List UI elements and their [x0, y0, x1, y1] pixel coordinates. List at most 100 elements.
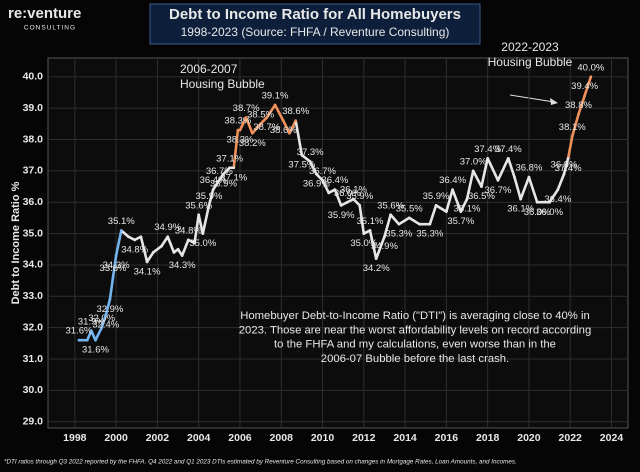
value-label: 35.3% [416, 229, 443, 240]
data-point [211, 188, 215, 192]
x-tick-label: 2002 [146, 432, 170, 444]
data-point [397, 222, 401, 226]
logo-tagline: CONSULTING [24, 25, 76, 32]
data-point [556, 188, 560, 192]
data-point [471, 169, 475, 173]
data-point [180, 254, 184, 257]
y-tick-label: 32.0 [23, 321, 44, 333]
value-label: 39.1% [262, 91, 289, 102]
logo: re:venture [8, 5, 81, 22]
y-tick-label: 31.0 [23, 353, 44, 365]
data-point [236, 128, 240, 132]
data-point [308, 160, 312, 163]
value-label: 36.7% [309, 166, 336, 177]
value-label: 38.1% [559, 122, 586, 133]
value-label: 35.3% [385, 229, 412, 240]
value-label: 36.4% [544, 194, 571, 205]
value-label: 36.9% [303, 179, 330, 190]
data-line [78, 230, 123, 342]
value-label: 34.9% [371, 241, 398, 252]
x-tick-label: 2006 [228, 432, 252, 444]
value-label: 35.6% [185, 200, 212, 211]
data-point [108, 298, 112, 301]
data-point [333, 188, 337, 192]
x-tick-label: 2014 [393, 432, 417, 444]
x-tick-label: 2010 [311, 432, 335, 444]
chart-title: Debt to Income Ratio for All Homebuyers [169, 6, 461, 23]
value-label: 32.0% [88, 313, 115, 324]
value-label: 38.8% [565, 100, 592, 111]
value-label: 35.1% [108, 216, 135, 227]
x-tick-label: 2000 [104, 432, 128, 444]
value-label: 35.9% [328, 210, 355, 221]
data-point [207, 203, 211, 207]
y-tick-label: 35.0 [23, 227, 44, 239]
annotation: 2023. Those are near the worst affordabi… [239, 324, 592, 336]
data-point [527, 175, 531, 179]
annotation-arrowhead [550, 98, 558, 105]
data-point [358, 203, 362, 207]
data-point [451, 188, 454, 192]
y-axis-label: Debt to Income Ratio % [10, 181, 22, 304]
data-point [119, 229, 123, 232]
value-label: 36.4% [200, 175, 227, 186]
data-point [127, 235, 130, 239]
data-point [339, 203, 343, 207]
data-point [548, 200, 551, 204]
value-label: 35.9% [423, 191, 450, 202]
data-point [145, 260, 149, 264]
data-point [486, 156, 490, 160]
data-point [133, 238, 137, 242]
y-tick-label: 36.0 [23, 196, 44, 208]
value-label: 36.0% [536, 207, 563, 218]
data-point [94, 338, 97, 342]
data-point [104, 313, 108, 317]
data-point [352, 197, 355, 201]
value-label: 36.9% [551, 160, 578, 171]
value-label: 40.0% [577, 62, 604, 73]
value-label: 31.6% [65, 326, 92, 337]
value-label: 37.4% [555, 163, 582, 174]
data-point [176, 247, 180, 251]
value-label: 37.4% [495, 144, 522, 155]
data-point [583, 94, 587, 98]
data-point [217, 178, 221, 182]
chart-subtitle: 1998-2023 (Source: FHFA / Reventure Cons… [181, 25, 450, 39]
data-point [259, 122, 262, 126]
data-point [434, 203, 438, 207]
x-tick-label: 2008 [270, 432, 294, 444]
data-point [193, 241, 196, 245]
data-point [288, 131, 291, 135]
data-point [100, 326, 104, 330]
data-point [570, 134, 574, 138]
data-point [89, 329, 93, 333]
y-tick-label: 34.0 [23, 259, 44, 271]
data-point [273, 103, 277, 107]
data-point [111, 276, 115, 279]
data-point [314, 172, 318, 176]
value-label: 35.1% [357, 216, 384, 227]
value-label: 37.5% [288, 160, 315, 171]
value-label: 38.5% [247, 109, 274, 120]
data-point [244, 116, 248, 119]
value-label: 36.9% [210, 179, 237, 190]
value-label: 34.3% [103, 260, 130, 271]
data-point [496, 178, 500, 182]
y-tick-label: 33.0 [23, 290, 44, 302]
value-label: 39.4% [571, 81, 598, 92]
data-point [222, 172, 225, 176]
value-label: 36.7% [484, 185, 511, 196]
data-point [383, 235, 386, 239]
data-point [577, 113, 580, 116]
footnote: *DTI ratios through Q3 2022 reported by … [4, 459, 517, 466]
annotation: 2006-2007 [180, 62, 238, 76]
annotation: to the FHFA and my calculations, even wo… [274, 339, 556, 351]
data-point [535, 200, 539, 204]
data-point [589, 75, 593, 79]
data-point [77, 338, 81, 342]
value-label: 37.1% [220, 172, 247, 183]
value-label: 31.6% [82, 345, 109, 356]
data-point [139, 235, 143, 239]
data-point [368, 229, 372, 232]
